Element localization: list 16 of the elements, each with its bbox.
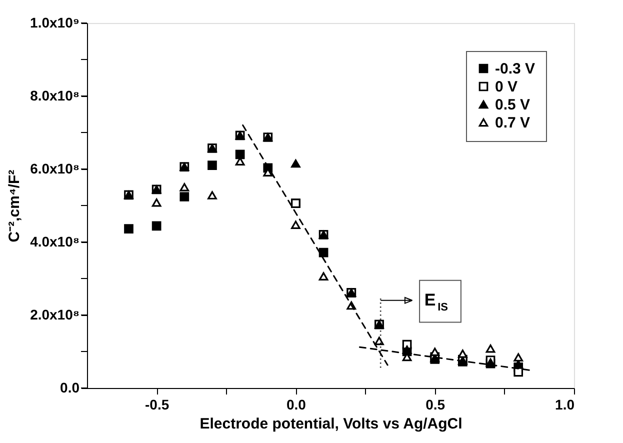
y-tick-label: 2.0x10⁸	[30, 306, 80, 322]
x-tick-label: 0.0	[286, 396, 306, 412]
legend-label: 0.5 V	[495, 96, 530, 114]
legend-label: -0.3 V	[495, 60, 536, 78]
y-axis-title: C⁻²,cm⁴/F²	[6, 170, 24, 242]
x-tick-label: 1.0	[555, 396, 575, 412]
y-tick-label: 1.0x10⁹	[30, 14, 80, 30]
x-tick-label: -0.5	[145, 396, 170, 412]
y-tick-label: 0.0	[60, 380, 80, 396]
legend-label: 0 V	[495, 78, 518, 96]
y-tick-label: 6.0x10⁸	[30, 160, 80, 176]
x-tick-label: 0.5	[426, 396, 446, 412]
x-axis-title: Electrode potential, Volts vs Ag/AgCl	[200, 416, 462, 432]
y-tick-label: 4.0x10⁸	[30, 234, 80, 250]
legend-label: 0.7 V	[495, 114, 530, 132]
y-tick-label: 8.0x10⁸	[30, 88, 80, 104]
